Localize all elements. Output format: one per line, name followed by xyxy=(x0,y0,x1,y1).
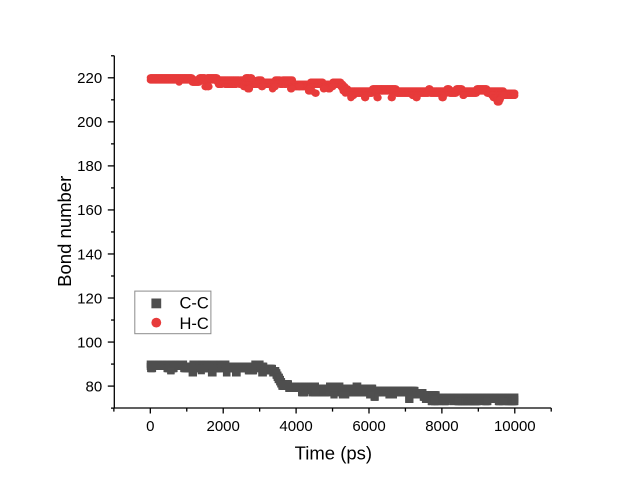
svg-text:160: 160 xyxy=(77,202,102,219)
svg-text:220: 220 xyxy=(77,70,102,87)
svg-text:120: 120 xyxy=(77,290,102,307)
svg-text:6000: 6000 xyxy=(352,418,385,435)
svg-text:140: 140 xyxy=(77,246,102,263)
svg-text:4000: 4000 xyxy=(279,418,312,435)
svg-text:2000: 2000 xyxy=(207,418,240,435)
svg-text:0: 0 xyxy=(146,418,154,435)
svg-text:80: 80 xyxy=(86,378,103,395)
svg-text:10000: 10000 xyxy=(494,418,536,435)
svg-text:100: 100 xyxy=(77,334,102,351)
svg-text:180: 180 xyxy=(77,158,102,175)
svg-text:H-C: H-C xyxy=(180,315,209,333)
svg-text:Time (ps): Time (ps) xyxy=(295,442,372,463)
svg-text:8000: 8000 xyxy=(425,418,458,435)
svg-text:Bond number: Bond number xyxy=(54,176,75,287)
svg-text:200: 200 xyxy=(77,114,102,131)
svg-text:C-C: C-C xyxy=(180,295,209,313)
